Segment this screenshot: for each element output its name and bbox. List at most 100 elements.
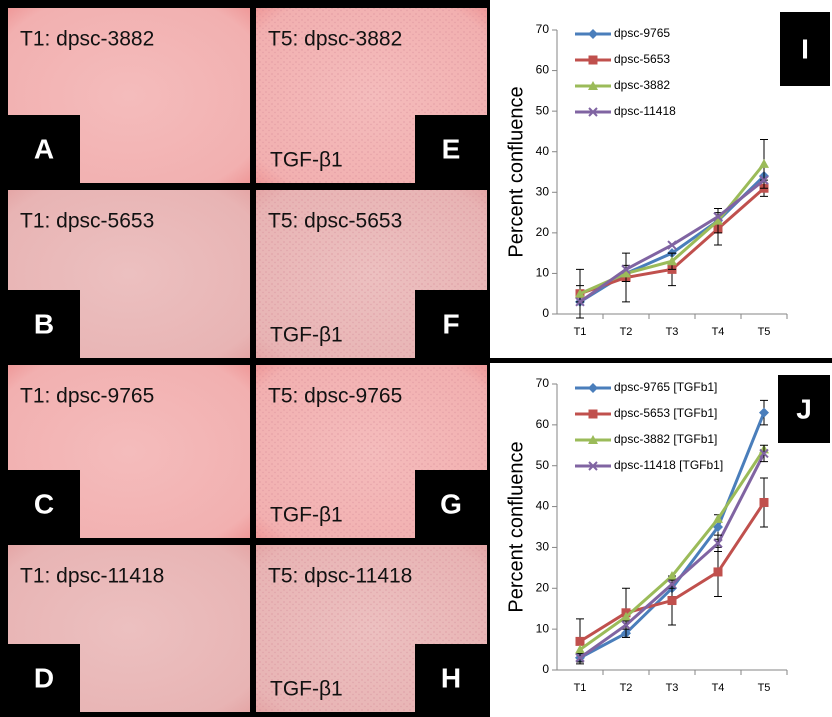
panel-label: T1: dpsc-3882 (20, 28, 154, 51)
x-tick-label: T1 (574, 326, 587, 338)
marker (713, 211, 723, 222)
y-tick-label: 20 (536, 580, 550, 594)
marker (759, 175, 769, 185)
y-tick-label: 30 (536, 184, 550, 198)
y-tick-label: 70 (536, 376, 550, 390)
letter-box (778, 375, 830, 443)
x-tick-label: T5 (758, 326, 771, 338)
legend-label: dpsc-9765 [TGFb1] (614, 380, 717, 394)
marker (575, 644, 585, 654)
y-tick-label: 50 (536, 458, 550, 472)
marker (621, 620, 631, 630)
panel-letter: I (801, 33, 809, 64)
letter-box (8, 290, 80, 358)
letter-box (415, 644, 487, 712)
y-tick-label: 60 (536, 417, 550, 431)
treatment-label: TGF-β1 (270, 678, 343, 701)
panel-label: T1: dpsc-9765 (20, 385, 154, 408)
marker (667, 596, 677, 606)
treatment-label: TGF-β1 (270, 324, 343, 347)
panel-letter: F (442, 308, 459, 339)
marker (621, 611, 631, 621)
letter-box (8, 470, 80, 538)
legend-label: dpsc-5653 (614, 52, 670, 66)
chart-panel (490, 0, 832, 358)
marker (759, 158, 769, 168)
y-axis-label: Percent confluence (505, 86, 527, 257)
legend-label: dpsc-5653 [TGFb1] (614, 406, 717, 420)
marker (667, 571, 677, 581)
x-tick-label: T3 (666, 682, 679, 694)
marker (667, 240, 677, 250)
legend-label: dpsc-11418 (614, 104, 676, 118)
panel-label: T1: dpsc-11418 (20, 565, 164, 588)
letter-box (780, 12, 830, 86)
panel-letter: G (440, 488, 462, 519)
panel-letter: J (796, 393, 812, 424)
marker (588, 435, 598, 444)
panel-letter: E (442, 133, 461, 164)
panel-letter: B (34, 308, 54, 339)
legend-label: dpsc-11418 [TGFb1] (614, 458, 723, 472)
marker (588, 29, 598, 39)
y-tick-label: 0 (542, 306, 549, 320)
letter-box (415, 115, 487, 183)
y-tick-label: 0 (542, 662, 549, 676)
y-tick-label: 10 (536, 266, 550, 280)
legend-label: dpsc-3882 [TGFb1] (614, 432, 717, 446)
panel-letter: H (441, 662, 461, 693)
x-tick-label: T4 (712, 326, 725, 338)
y-tick-label: 70 (536, 22, 550, 36)
marker (588, 409, 598, 419)
marker (713, 513, 723, 523)
letter-box (8, 115, 80, 183)
y-tick-label: 40 (536, 144, 550, 158)
legend-label: dpsc-9765 (614, 26, 670, 40)
y-tick-label: 50 (536, 103, 550, 117)
panel-label: T5: dpsc-5653 (268, 210, 402, 233)
marker (713, 522, 723, 532)
panel-label: T5: dpsc-3882 (268, 28, 402, 51)
marker (667, 579, 677, 589)
panel-label: T5: dpsc-9765 (268, 385, 402, 408)
marker (621, 264, 631, 275)
marker (588, 55, 598, 65)
x-tick-label: T3 (666, 326, 679, 338)
treatment-label: TGF-β1 (270, 149, 343, 172)
x-tick-label: T4 (712, 682, 725, 694)
panel-label: T1: dpsc-5653 (20, 210, 154, 233)
marker (588, 81, 598, 90)
chart-panel (490, 363, 832, 717)
marker (621, 268, 631, 278)
marker (759, 407, 769, 418)
x-tick-label: T5 (758, 682, 771, 694)
y-tick-label: 20 (536, 225, 550, 239)
letter-box (415, 290, 487, 358)
y-tick-label: 10 (536, 621, 550, 635)
x-tick-label: T2 (620, 682, 633, 694)
legend-label: dpsc-3882 (614, 78, 670, 92)
panel-letter: C (34, 488, 54, 519)
panel-letter: D (34, 662, 54, 693)
treatment-label: TGF-β1 (270, 504, 343, 527)
letter-box (415, 470, 487, 538)
marker (575, 297, 585, 307)
marker (713, 538, 723, 549)
marker (575, 636, 585, 646)
marker (713, 215, 723, 225)
y-axis-label: Percent confluence (505, 441, 527, 612)
marker (759, 497, 769, 507)
marker (575, 288, 585, 298)
marker (588, 383, 598, 393)
panel-letter: A (34, 133, 54, 164)
panel-label: T5: dpsc-11418 (268, 565, 412, 588)
marker (575, 653, 585, 663)
y-tick-label: 40 (536, 499, 550, 513)
letter-box (8, 644, 80, 712)
marker (759, 448, 769, 459)
marker (713, 567, 723, 577)
y-tick-label: 30 (536, 540, 550, 554)
y-tick-label: 60 (536, 63, 550, 77)
